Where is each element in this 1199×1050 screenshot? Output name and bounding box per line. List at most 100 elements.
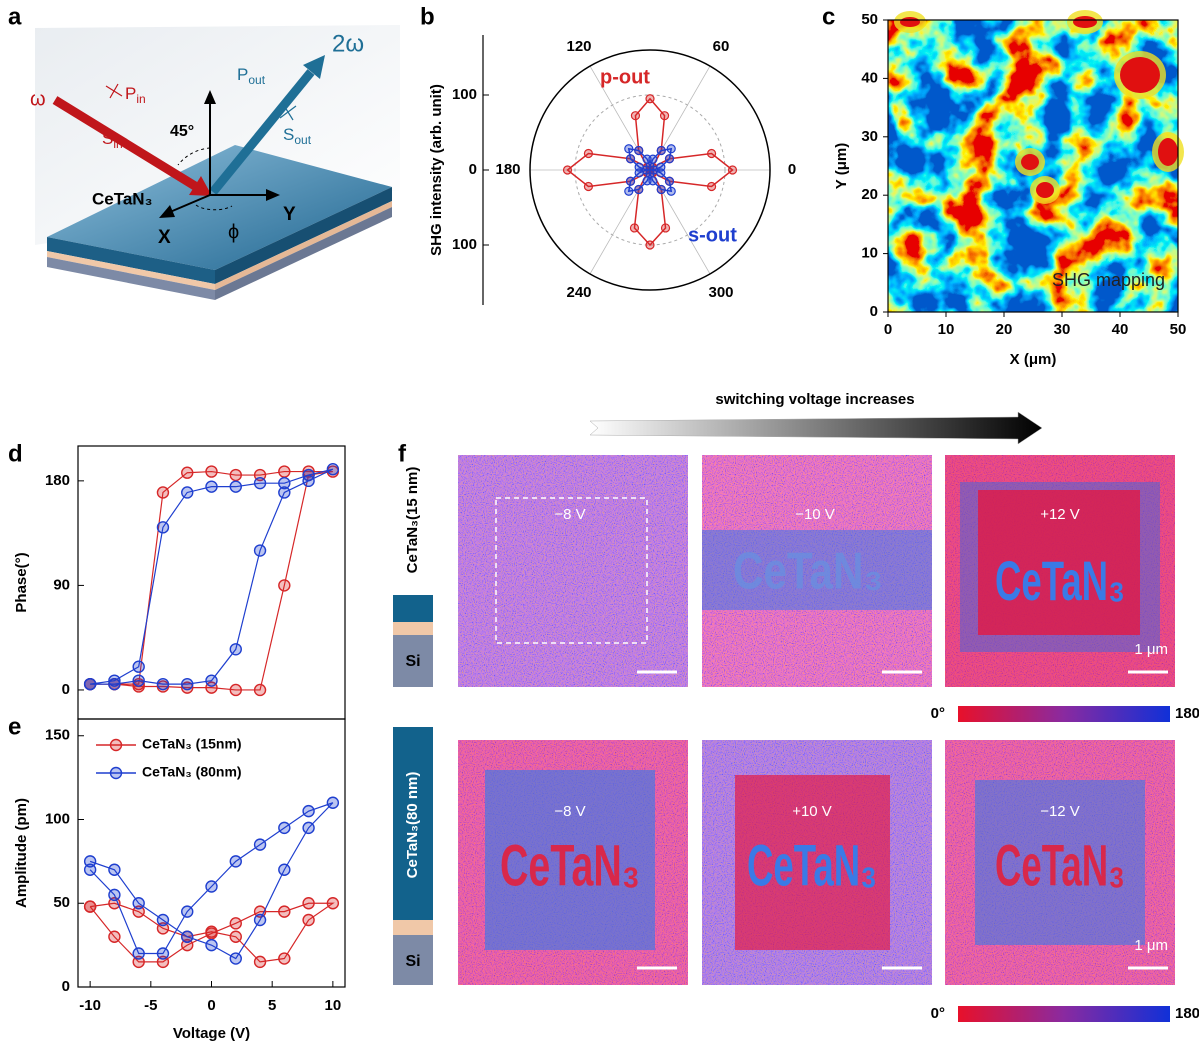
data-point	[108, 888, 121, 902]
hotspot	[1158, 138, 1178, 166]
colorbar	[958, 706, 1170, 722]
data-point	[253, 955, 267, 969]
angle-tick-label: 240	[566, 284, 591, 301]
data-point	[302, 468, 315, 482]
colorbar-label: 180°	[1175, 705, 1199, 722]
radial-tick-label: 0	[469, 161, 477, 178]
data-point	[624, 186, 634, 196]
arrowhead	[204, 90, 216, 104]
radial-tick-label: 100	[452, 236, 477, 253]
panel-g: CeTaN₃(80 nm) Si CeTaN₃ −8 V CeTaN₃ +10 …	[393, 727, 1199, 1022]
y-tick-label: 40	[861, 69, 878, 86]
data-point	[181, 677, 194, 691]
data-point	[302, 821, 315, 835]
incident-beam	[52, 96, 198, 190]
data-point	[205, 938, 218, 952]
x-tick-label: 20	[996, 321, 1013, 338]
written-text: CeTaN₃	[500, 833, 640, 898]
written-text: CeTaN₃	[995, 833, 1125, 898]
data-point	[205, 927, 218, 940]
data-point	[132, 660, 145, 673]
arrowhead	[303, 55, 325, 79]
y-axis-label: SHG intensity (arb. unit)	[428, 84, 445, 256]
x-tick-label: 50	[1170, 321, 1187, 338]
layer	[393, 595, 433, 622]
data-point	[645, 94, 655, 104]
y-tick-label: 0	[62, 681, 70, 698]
label: ϕ	[228, 221, 239, 243]
x-axis-label: X (μm)	[1010, 351, 1057, 368]
colorbar	[958, 1006, 1170, 1022]
hotspot	[1021, 154, 1039, 170]
x-tick-label: -10	[79, 997, 101, 1014]
scale-label: 1 μm	[1134, 641, 1168, 658]
data-point	[656, 184, 666, 195]
x-tick-label: -5	[144, 997, 157, 1014]
label-sub: out	[248, 73, 265, 87]
voltage-label: +10 V	[792, 803, 832, 820]
data-point	[648, 176, 658, 186]
data-point	[156, 521, 170, 534]
y-tick-label: 50	[53, 894, 70, 911]
panel-label: c	[822, 3, 835, 30]
panel-a-diagram: ω Pin Sin 45° Pout Sout 2ω CeTaN₃ X Y ϕ	[30, 25, 400, 300]
data-point	[181, 466, 194, 479]
layer	[47, 257, 215, 300]
layer	[393, 635, 433, 687]
series-label: p-out	[600, 66, 650, 88]
fit-line	[627, 147, 673, 193]
layer	[215, 187, 392, 284]
data-point	[108, 677, 121, 691]
domain	[735, 775, 890, 950]
voltage-label: −8 V	[554, 506, 585, 523]
data-point	[156, 913, 170, 927]
data-point	[181, 930, 194, 943]
data-point	[156, 955, 170, 969]
data-point	[205, 465, 218, 478]
data-point	[132, 674, 145, 687]
domain	[978, 490, 1140, 635]
data-point	[278, 486, 291, 499]
label-sub: in	[136, 92, 145, 106]
legend-marker	[109, 738, 123, 752]
arrowhead	[159, 205, 175, 218]
data-point	[278, 465, 291, 478]
data-point	[253, 544, 267, 557]
panel-label: e	[8, 713, 21, 740]
data-point	[706, 181, 717, 192]
data-point	[229, 952, 242, 965]
label: X	[158, 227, 171, 248]
y-tick-label: 50	[861, 11, 878, 28]
x-tick-label: 30	[1054, 321, 1071, 338]
x-axis-label: Voltage (V)	[173, 1025, 250, 1042]
data-point	[278, 863, 291, 876]
data-point	[326, 463, 340, 476]
data-point	[205, 480, 218, 493]
data-point	[634, 145, 644, 156]
data-point	[278, 952, 291, 965]
write-box	[495, 497, 648, 644]
data-point	[727, 165, 738, 175]
data-point	[108, 930, 121, 943]
polarization	[105, 83, 123, 99]
data-point	[229, 917, 242, 930]
data-point	[624, 144, 634, 154]
data-point	[156, 677, 170, 691]
data-point	[583, 148, 594, 159]
hotspot	[1036, 182, 1054, 198]
data-point	[562, 165, 573, 175]
data-point	[108, 674, 121, 687]
data-point	[253, 476, 267, 490]
data-point	[229, 468, 242, 482]
data-point	[108, 863, 121, 876]
data-point	[666, 144, 676, 154]
y-tick-label: 150	[45, 727, 70, 744]
series-label: s-out	[688, 224, 737, 246]
label-sub: out	[294, 133, 311, 147]
data-point	[229, 683, 242, 697]
data-point	[181, 938, 194, 952]
pfm-image	[458, 455, 688, 687]
layer	[47, 237, 215, 284]
panel-label: a	[8, 3, 22, 30]
data-line	[90, 470, 333, 691]
